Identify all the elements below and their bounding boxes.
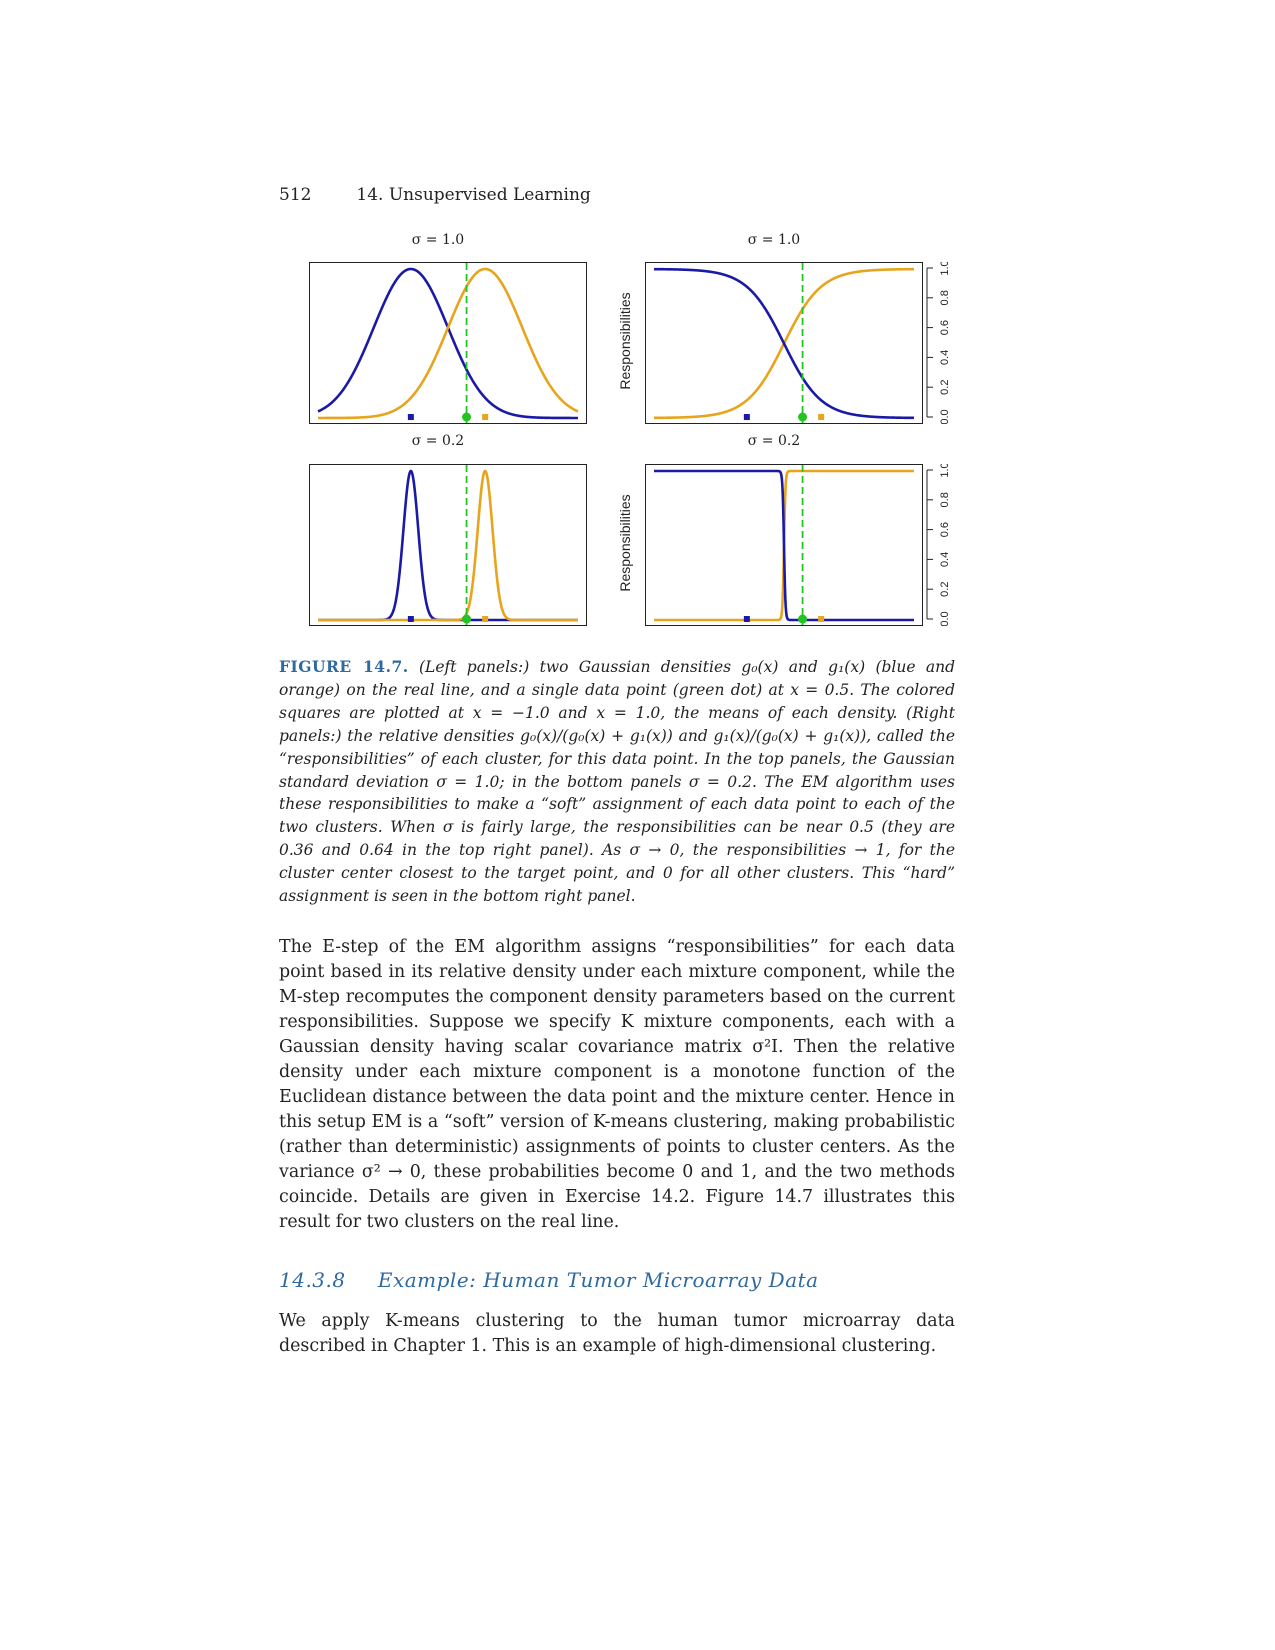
series-line-blue	[654, 469, 914, 622]
ytick-label: 0.0	[939, 409, 951, 424]
series-line-orange	[318, 267, 579, 420]
panel-resp-sigma-1	[645, 262, 923, 424]
mean-square-orange	[818, 414, 825, 420]
running-head: 512 14. Unsupervised Learning	[279, 185, 591, 205]
ytick-label: 0.4	[939, 552, 951, 567]
mean-square-blue	[407, 616, 414, 622]
section-number: 14.3.8	[279, 1268, 346, 1292]
series-line-blue	[318, 469, 578, 622]
data-point-dot	[462, 412, 472, 422]
data-point-dot	[462, 614, 472, 624]
responsibility-chart-sigma-02	[654, 465, 914, 625]
panel-title-top-left: σ = 1.0	[411, 232, 465, 248]
figure-caption: FIGURE 14.7. (Left panels:) two Gaussian…	[279, 656, 955, 908]
ytick-label: 0.6	[939, 522, 951, 537]
responsibility-chart-sigma-1	[654, 263, 914, 423]
ytick-label: 0.6	[939, 320, 951, 335]
mean-square-orange	[818, 616, 825, 622]
mean-square-orange	[482, 414, 489, 420]
ytick-label: 0.8	[939, 492, 951, 507]
ytick-label: 0.4	[939, 350, 951, 365]
mean-square-blue	[743, 616, 750, 622]
mean-square-blue	[407, 414, 414, 420]
density-chart-sigma-1	[317, 263, 579, 423]
panel-title-bottom-right: σ = 0.2	[747, 433, 801, 449]
series-line-blue	[317, 267, 578, 420]
data-point-dot	[798, 614, 808, 624]
panel-title-bottom-left: σ = 0.2	[411, 433, 465, 449]
ytick-label: 1.0	[939, 262, 951, 276]
ylabel-bottom: Responsibilities	[617, 494, 633, 592]
chapter-title: 14. Unsupervised Learning	[356, 185, 591, 205]
yaxis-top-right: 0.0 0.2 0.4 0.6 0.8 1.0	[926, 262, 951, 424]
mean-square-orange	[482, 616, 489, 622]
ytick-label: 0.0	[939, 611, 951, 626]
panel-title-top-right: σ = 1.0	[747, 232, 801, 248]
ytick-label: 0.2	[939, 582, 951, 597]
series-line-orange	[318, 469, 578, 622]
series-line-blue	[654, 267, 914, 420]
caption-text: (Left panels:) two Gaussian densities g₀…	[279, 658, 956, 906]
paragraph-microarray: We apply K-means clustering to the human…	[279, 1311, 955, 1356]
figure-label: FIGURE 14.7.	[279, 657, 409, 676]
page-number: 512	[279, 185, 312, 205]
panel-resp-sigma-02	[645, 464, 923, 626]
yaxis-bottom-right: 0.0 0.2 0.4 0.6 0.8 1.0	[926, 464, 951, 626]
panel-density-sigma-1	[309, 262, 587, 424]
density-chart-sigma-02	[318, 465, 578, 625]
data-point-dot	[798, 412, 808, 422]
section-heading: 14.3.8 Example: Human Tumor Microarray D…	[279, 1268, 819, 1292]
ytick-label: 0.8	[939, 290, 951, 305]
ytick-label: 1.0	[939, 464, 951, 478]
ytick-label: 0.2	[939, 380, 951, 395]
section-title: Example: Human Tumor Microarray Data	[377, 1268, 819, 1292]
panel-density-sigma-02	[309, 464, 587, 626]
paragraph-em-kmeans: The E-step of the EM algorithm assigns “…	[279, 937, 955, 1232]
mean-square-blue	[743, 414, 750, 420]
ylabel-top: Responsibilities	[617, 292, 633, 390]
